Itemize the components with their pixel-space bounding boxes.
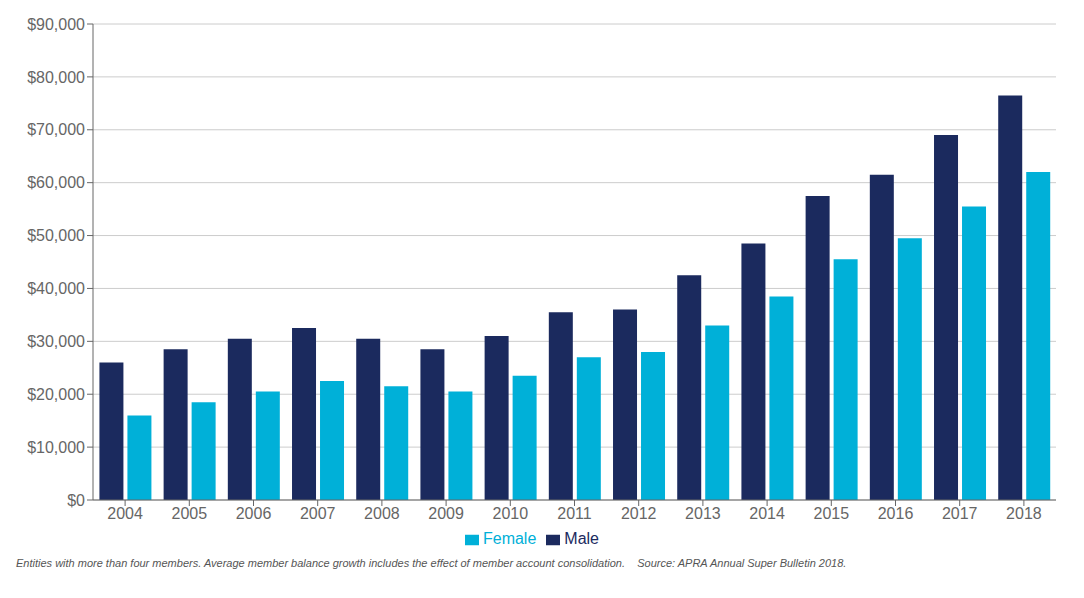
svg-text:2013: 2013 [685, 505, 721, 522]
svg-text:$50,000: $50,000 [27, 227, 85, 244]
svg-text:2015: 2015 [814, 505, 850, 522]
svg-text:$70,000: $70,000 [27, 121, 85, 138]
svg-text:2006: 2006 [236, 505, 272, 522]
svg-text:2004: 2004 [107, 505, 143, 522]
svg-text:$60,000: $60,000 [27, 174, 85, 191]
svg-text:2017: 2017 [942, 505, 978, 522]
html-text:Male: Male [564, 530, 599, 547]
html-text:Entities with more than four m: Entities with more than four members. Av… [16, 557, 847, 569]
svg-text:$10,000: $10,000 [27, 439, 85, 456]
svg-text:$30,000: $30,000 [27, 333, 85, 350]
svg-text:2014: 2014 [749, 505, 785, 522]
svg-text:2008: 2008 [364, 505, 400, 522]
svg-text:$90,000: $90,000 [27, 16, 85, 33]
svg-text:$20,000: $20,000 [27, 386, 85, 403]
svg-text:$40,000: $40,000 [27, 280, 85, 297]
svg-text:2005: 2005 [172, 505, 208, 522]
svg-text:$0: $0 [67, 492, 85, 509]
svg-text:2010: 2010 [493, 505, 529, 522]
svg-text:$80,000: $80,000 [27, 69, 85, 86]
svg-text:2016: 2016 [878, 505, 914, 522]
svg-text:2011: 2011 [557, 505, 592, 522]
svg-text:2012: 2012 [621, 505, 657, 522]
html-text:Female: Female [483, 530, 537, 547]
svg-text:2007: 2007 [300, 505, 336, 522]
svg-text:2009: 2009 [428, 505, 464, 522]
svg-text:2018: 2018 [1006, 505, 1042, 522]
